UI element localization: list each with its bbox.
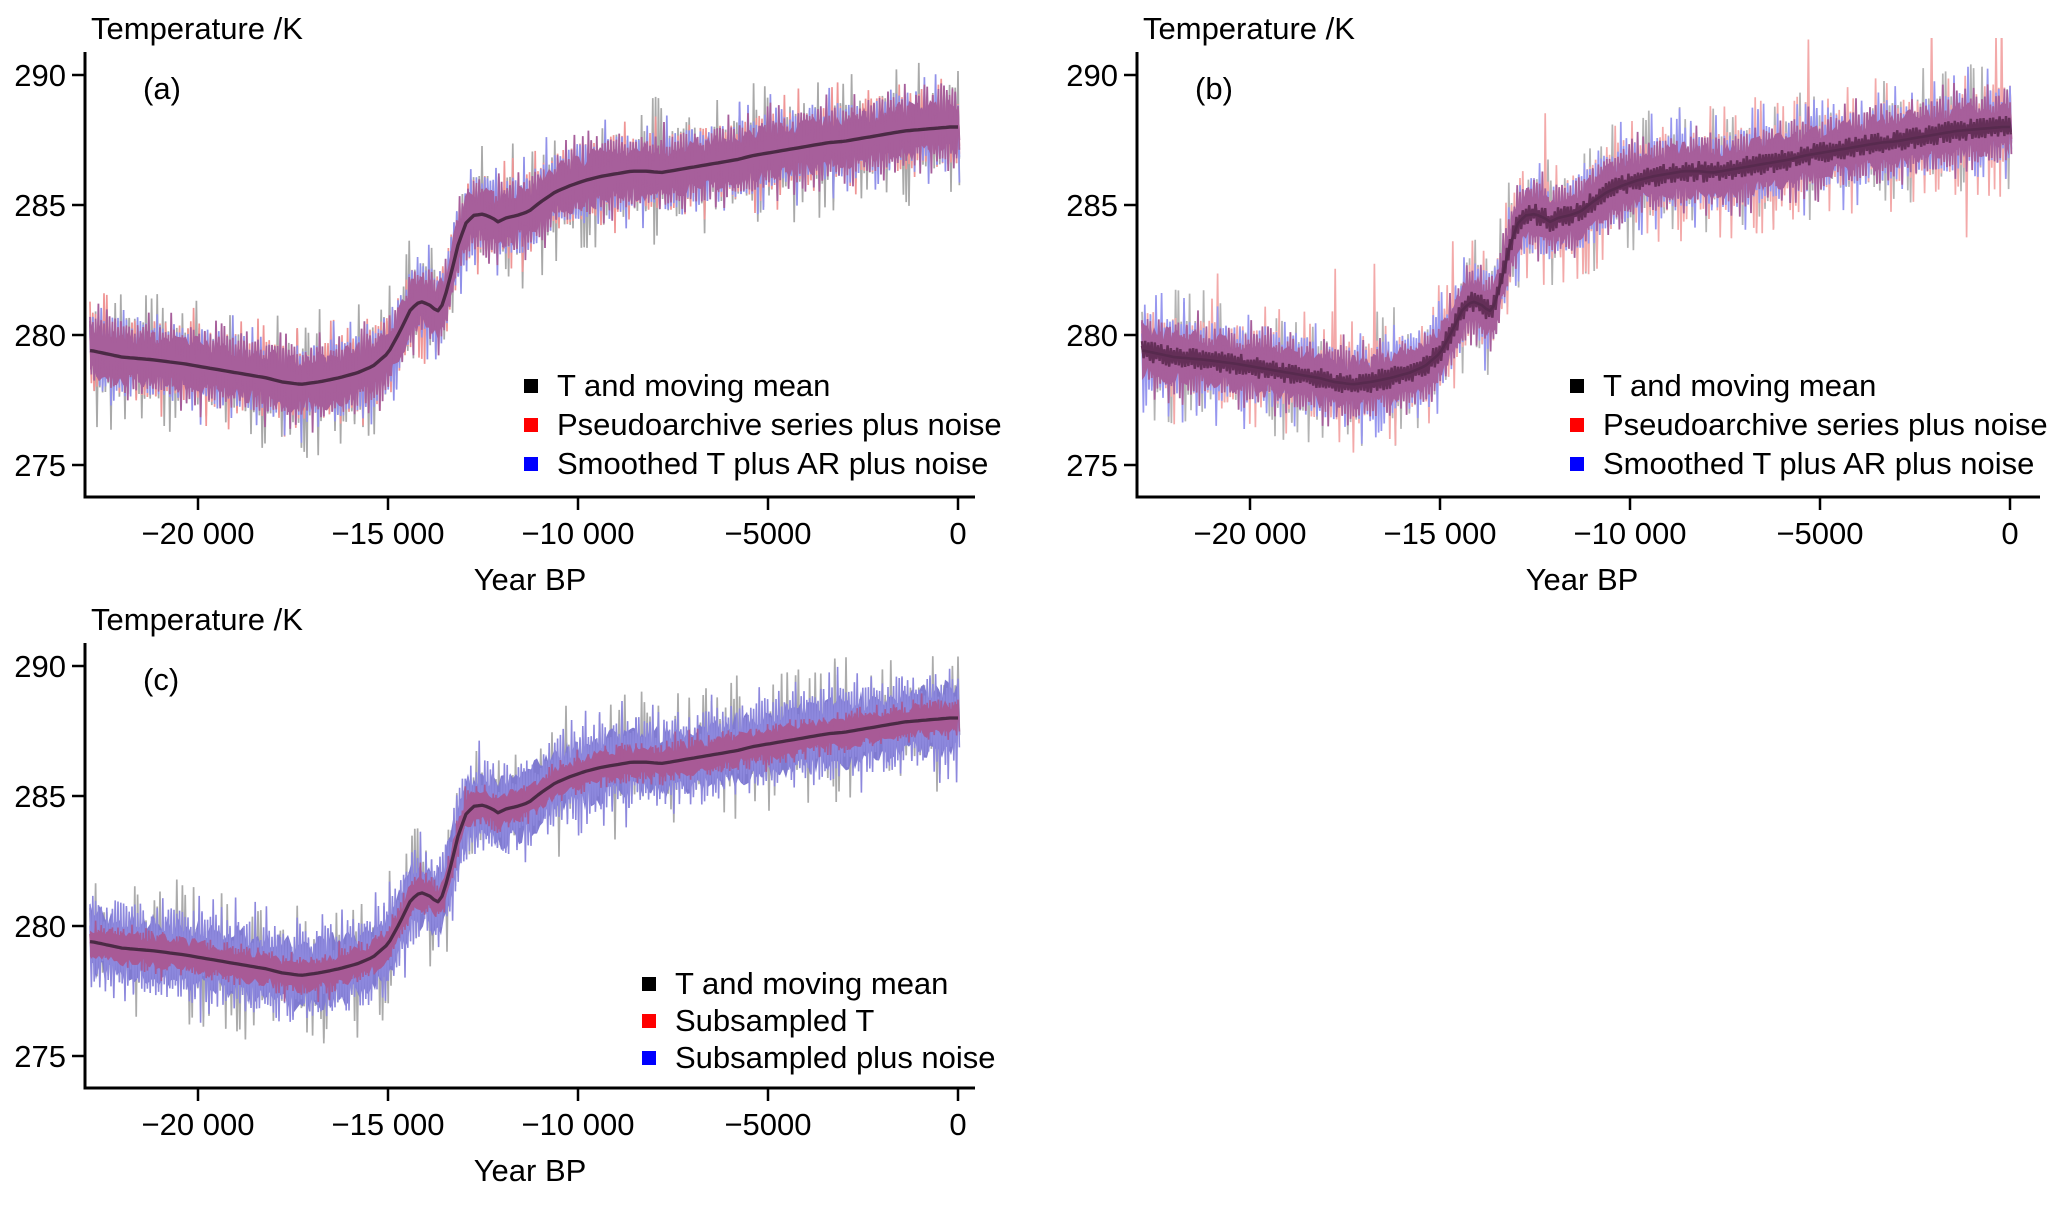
- x-tick-label: −15 000: [332, 1107, 445, 1142]
- x-tick-label: 0: [2001, 516, 2018, 551]
- x-tick-label: −20 000: [142, 516, 255, 551]
- panel-c-plot: [89, 656, 961, 1044]
- y-tick-label: 280: [1066, 318, 1118, 353]
- legend-label: Smoothed T plus AR plus noise: [557, 446, 988, 481]
- y-tick-label: 285: [14, 188, 66, 223]
- legend-swatch: [1570, 457, 1584, 471]
- legend-swatch: [642, 977, 656, 991]
- panel-c-xaxis-title: Year BP: [473, 1153, 587, 1188]
- legend-label: Subsampled T: [675, 1003, 874, 1038]
- legend-swatch: [642, 1051, 656, 1065]
- legend-label: T and moving mean: [1603, 368, 1876, 403]
- legend-swatch: [524, 379, 538, 393]
- y-tick-label: 285: [14, 779, 66, 814]
- panel-a-xaxis-title: Year BP: [473, 562, 587, 597]
- panel-a-plot: [89, 62, 961, 458]
- legend-swatch: [1570, 379, 1584, 393]
- legend-label: T and moving mean: [557, 368, 830, 403]
- legend-label: T and moving mean: [675, 966, 948, 1001]
- x-tick-label: −15 000: [1384, 516, 1497, 551]
- panel-b-title: Temperature /K: [1143, 11, 1355, 46]
- legend-label: Pseudoarchive series plus noise: [557, 407, 1002, 442]
- legend-swatch: [1570, 418, 1584, 432]
- y-tick-label: 285: [1066, 188, 1118, 223]
- moving-mean-line: [1141, 125, 2010, 386]
- y-tick-label: 275: [14, 1039, 66, 1074]
- noise-series: [89, 693, 961, 1003]
- panel-c-title: Temperature /K: [91, 602, 303, 637]
- panel-c-label: (c): [143, 662, 180, 697]
- y-tick-label: 280: [14, 318, 66, 353]
- moving-mean-line: [89, 125, 958, 386]
- x-tick-label: −15 000: [332, 516, 445, 551]
- y-tick-label: 290: [1066, 58, 1118, 93]
- legend-label: Pseudoarchive series plus noise: [1603, 407, 2048, 442]
- x-tick-label: −10 000: [1574, 516, 1687, 551]
- x-tick-label: 0: [949, 516, 966, 551]
- x-tick-label: −20 000: [1194, 516, 1307, 551]
- panel-b-plot: [1140, 38, 2013, 453]
- x-tick-label: −5000: [1776, 516, 1863, 551]
- y-tick-label: 275: [14, 448, 66, 483]
- legend-label: Subsampled plus noise: [675, 1040, 996, 1075]
- panel-b-label: (b): [1195, 71, 1233, 106]
- x-tick-label: −5000: [724, 516, 811, 551]
- legend-swatch: [642, 1014, 656, 1028]
- x-tick-label: 0: [949, 1107, 966, 1142]
- panel-a-label: (a): [143, 71, 181, 106]
- y-tick-label: 290: [14, 58, 66, 93]
- legend-label: Smoothed T plus AR plus noise: [1603, 446, 2034, 481]
- legend-swatch: [524, 457, 538, 471]
- y-tick-label: 275: [1066, 448, 1118, 483]
- panel-a-title: Temperature /K: [91, 11, 303, 46]
- panel-b-xaxis-title: Year BP: [1525, 562, 1639, 597]
- x-tick-label: −5000: [724, 1107, 811, 1142]
- legend-swatch: [524, 418, 538, 432]
- x-tick-label: −20 000: [142, 1107, 255, 1142]
- y-tick-label: 280: [14, 909, 66, 944]
- x-tick-label: −10 000: [522, 1107, 635, 1142]
- moving-mean-line: [89, 716, 958, 977]
- y-tick-label: 290: [14, 649, 66, 684]
- x-tick-label: −10 000: [522, 516, 635, 551]
